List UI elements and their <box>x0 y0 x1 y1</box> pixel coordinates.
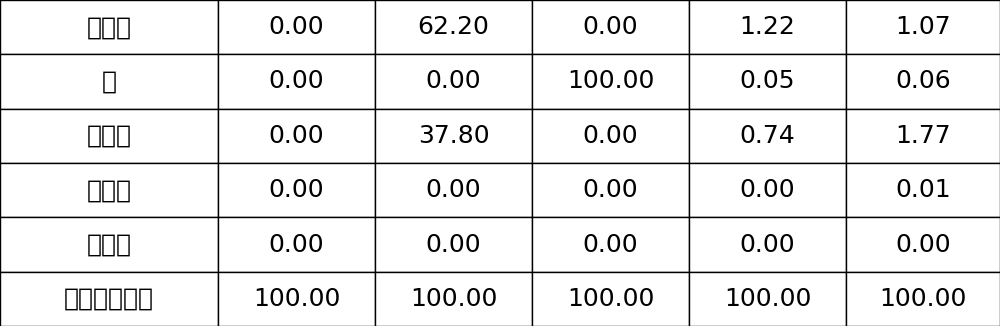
Text: 100.00: 100.00 <box>567 69 654 94</box>
Bar <box>689 0 846 54</box>
Bar <box>375 163 532 217</box>
Bar <box>218 109 375 163</box>
Bar <box>689 109 846 163</box>
Bar <box>846 0 1000 54</box>
Text: 0.00: 0.00 <box>269 232 324 257</box>
Bar <box>375 54 532 109</box>
Bar <box>532 54 689 109</box>
Bar <box>218 217 375 272</box>
Text: 1.22: 1.22 <box>740 15 795 39</box>
Bar <box>0 217 218 272</box>
Bar <box>532 217 689 272</box>
Text: 0.00: 0.00 <box>269 178 324 202</box>
Bar <box>846 217 1000 272</box>
Bar <box>846 272 1000 326</box>
Text: 0.00: 0.00 <box>269 15 324 39</box>
Bar <box>218 163 375 217</box>
Text: 100.00: 100.00 <box>724 287 811 311</box>
Text: 0.00: 0.00 <box>583 15 638 39</box>
Text: 0.00: 0.00 <box>583 232 638 257</box>
Text: 100.00: 100.00 <box>253 287 340 311</box>
Text: 62.20: 62.20 <box>418 15 489 39</box>
Bar <box>532 163 689 217</box>
Bar <box>0 272 218 326</box>
Bar <box>375 272 532 326</box>
Text: 异辛烯: 异辛烯 <box>87 124 132 148</box>
Bar <box>689 54 846 109</box>
Text: 0.00: 0.00 <box>583 178 638 202</box>
Bar <box>218 54 375 109</box>
Bar <box>532 272 689 326</box>
Text: 四聚物: 四聚物 <box>87 232 132 257</box>
Text: 水: 水 <box>102 69 116 94</box>
Bar <box>0 109 218 163</box>
Text: 1.77: 1.77 <box>895 124 951 148</box>
Bar <box>218 272 375 326</box>
Bar <box>0 54 218 109</box>
Text: 0.00: 0.00 <box>740 232 795 257</box>
Bar <box>0 0 218 54</box>
Bar <box>689 163 846 217</box>
Text: 100.00: 100.00 <box>567 287 654 311</box>
Text: 0.00: 0.00 <box>426 178 481 202</box>
Text: 0.00: 0.00 <box>269 69 324 94</box>
Text: 0.00: 0.00 <box>269 124 324 148</box>
Bar <box>375 0 532 54</box>
Bar <box>375 109 532 163</box>
Text: 100.00: 100.00 <box>879 287 967 311</box>
Bar <box>532 109 689 163</box>
Bar <box>846 163 1000 217</box>
Bar <box>0 163 218 217</box>
Text: 质量分数合计: 质量分数合计 <box>64 287 154 311</box>
Text: 0.00: 0.00 <box>426 232 481 257</box>
Bar <box>689 272 846 326</box>
Text: 0.00: 0.00 <box>426 69 481 94</box>
Text: 0.01: 0.01 <box>895 178 951 202</box>
Text: 0.05: 0.05 <box>740 69 795 94</box>
Bar <box>532 0 689 54</box>
Bar <box>846 109 1000 163</box>
Bar <box>375 217 532 272</box>
Text: 叔丁醇: 叔丁醇 <box>87 15 132 39</box>
Text: 100.00: 100.00 <box>410 287 497 311</box>
Text: 37.80: 37.80 <box>418 124 489 148</box>
Text: 0.06: 0.06 <box>895 69 951 94</box>
Text: 1.07: 1.07 <box>895 15 951 39</box>
Text: 0.00: 0.00 <box>583 124 638 148</box>
Text: 0.74: 0.74 <box>740 124 795 148</box>
Bar <box>846 54 1000 109</box>
Bar <box>218 0 375 54</box>
Text: 0.00: 0.00 <box>895 232 951 257</box>
Text: 0.00: 0.00 <box>740 178 795 202</box>
Text: 三聚物: 三聚物 <box>87 178 132 202</box>
Bar <box>689 217 846 272</box>
